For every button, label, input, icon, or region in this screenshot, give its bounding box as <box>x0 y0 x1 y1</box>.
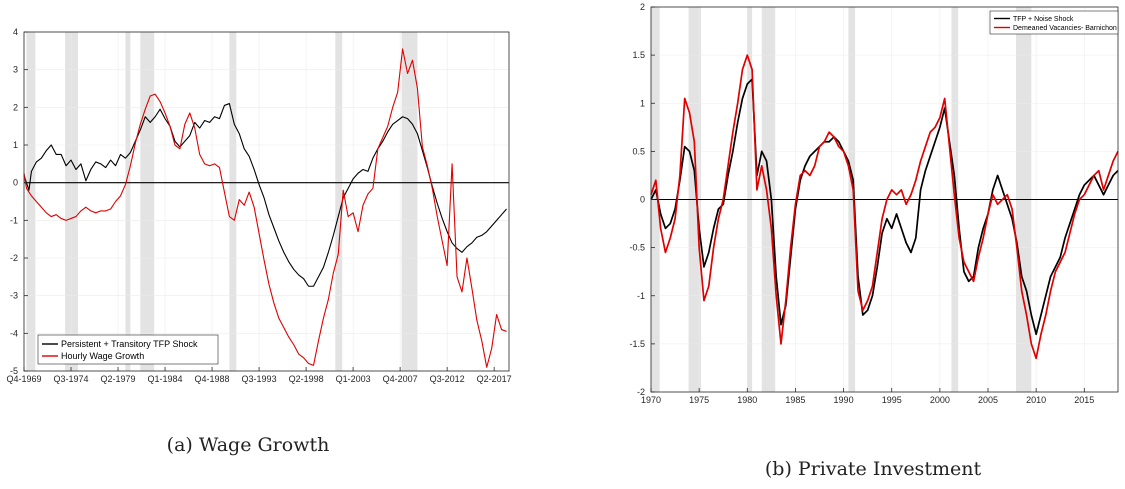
y-ticks-a: 4 3 2 1 0 -1 -2 -3 -4 -5 <box>10 27 28 376</box>
y-tick-label: 3 <box>13 65 18 75</box>
legend-label: TFP + Noise Shock <box>1013 16 1074 23</box>
x-tick-label: Q2-1979 <box>101 374 136 384</box>
x-tick-label: Q3-1993 <box>242 374 277 384</box>
x-tick-label: Q1-1984 <box>148 374 183 384</box>
caption-b: (b) Private Investment <box>765 458 982 480</box>
series-group-b <box>650 54 1119 360</box>
y-tick-label: 1.5 <box>632 50 645 60</box>
x-tick-label: Q1-2003 <box>336 374 371 384</box>
y-tick-label: 0.5 <box>632 146 645 156</box>
legend-box <box>989 10 1119 35</box>
x-tick-label: Q2-1998 <box>289 374 324 384</box>
x-ticks-b: 1970 1975 1980 1985 1990 1995 2000 2005 2010 2015 <box>641 388 1094 405</box>
recession-bands-a <box>26 32 418 371</box>
recession-band <box>65 32 78 371</box>
plot-frame-a <box>23 31 510 372</box>
x-tick-label: Q4-1969 <box>6 374 41 384</box>
y-tick-label: -3 <box>10 291 18 301</box>
x-tick-label: 2015 <box>1074 395 1094 405</box>
series-group-a <box>23 48 507 368</box>
y-tick-label: 0 <box>13 178 18 188</box>
series-line-black <box>23 103 507 287</box>
recession-band <box>401 32 418 371</box>
x-tick-label: 1990 <box>834 395 854 405</box>
y-tick-label: 1 <box>640 98 645 108</box>
y-tick-label: 1 <box>13 140 18 150</box>
series-line-red <box>23 48 507 368</box>
legend-label: Demeaned Vacancies- Barnichon <box>1013 25 1117 32</box>
y-tick-label: 4 <box>13 27 18 37</box>
x-tick-label: Q2-2017 <box>477 374 512 384</box>
x-tick-label: 1970 <box>641 395 661 405</box>
x-ticks-a: Q4-1969 Q3-1974 Q2-1979 Q1-1984 Q4-1988 Q3-19… <box>6 367 512 384</box>
x-tick-label: Q3-2012 <box>430 374 465 384</box>
private-investment-panel: 21.510.50-0.5-1-1.5-2 1970 1975 1980 1985 19… <box>629 2 1119 405</box>
series-line-black <box>650 78 1119 336</box>
y-tick-label: -1.5 <box>629 339 645 349</box>
grid-b <box>650 6 1118 393</box>
y-tick-label: 2 <box>13 102 18 112</box>
y-tick-label: -0.5 <box>629 243 645 253</box>
x-tick-label: 1980 <box>737 395 757 405</box>
y-tick-label: -4 <box>10 328 18 338</box>
y-tick-label: 0 <box>640 195 645 205</box>
y-tick-label: -1 <box>10 215 18 225</box>
x-tick-label: 1995 <box>882 395 902 405</box>
wage-growth-panel: 4 3 2 1 0 -1 -2 -3 -4 -5 Q4-1969 Q3-1974 Q2-1979 Q1-… <box>6 27 511 384</box>
recession-band <box>335 32 343 371</box>
recession-band <box>229 32 237 371</box>
legend-label: Persistent + Transitory TFP Shock <box>61 339 198 349</box>
x-tick-label: Q3-1974 <box>53 374 88 384</box>
x-tick-label: Q4-1988 <box>195 374 230 384</box>
y-ticks-b: 2 1.5 1 0.5 0 -0.5 -1 -1.5 -2 <box>629 2 655 397</box>
y-tick-label: -2 <box>10 253 18 263</box>
legend-label: Hourly Wage Growth <box>61 351 144 361</box>
series-line-red <box>650 54 1119 360</box>
x-tick-label: 1975 <box>689 395 709 405</box>
recession-band <box>26 32 36 371</box>
y-tick-label: 2 <box>640 2 645 12</box>
legend-b: TFP + Noise Shock Demeaned Vacancies- Bar… <box>989 10 1119 35</box>
y-tick-label: -1 <box>637 291 645 301</box>
x-tick-label: 2000 <box>930 395 950 405</box>
x-tick-label: 1985 <box>785 395 805 405</box>
y-tick-label: -2 <box>637 387 645 397</box>
legend-a: Persistent + Transitory TFP Shock Hourly … <box>37 334 219 365</box>
x-tick-label: 2005 <box>978 395 998 405</box>
caption-a: (a) Wage Growth <box>167 434 330 456</box>
recession-band <box>125 32 131 371</box>
recession-band <box>140 32 155 371</box>
legend-box <box>37 334 219 365</box>
x-tick-label: 2010 <box>1026 395 1046 405</box>
x-tick-label: Q4-2007 <box>383 374 418 384</box>
y-tick-label: -5 <box>10 366 18 376</box>
